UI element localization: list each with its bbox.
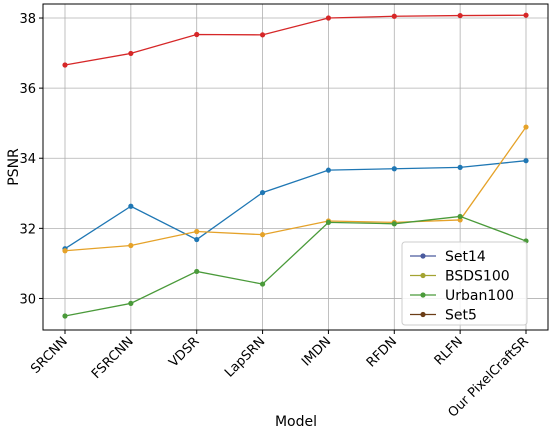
y-tick-label: 32: [19, 222, 36, 237]
y-tick-label: 30: [19, 292, 36, 307]
data-point: [259, 281, 266, 287]
data-point: [259, 32, 266, 38]
series-set5: [62, 12, 529, 68]
y-axis-title: PSNR: [6, 148, 22, 186]
legend-item-urban100: Urban100: [410, 288, 514, 304]
x-tick-label: RLFN: [432, 334, 466, 368]
data-point: [523, 158, 529, 164]
legend-item-set5: Set5: [410, 308, 477, 324]
series-bsds100: [62, 124, 529, 254]
data-point: [259, 232, 266, 238]
legend-marker: [420, 311, 426, 318]
legend-label: Urban100: [445, 288, 514, 304]
x-tick-label: IMDN: [299, 334, 334, 369]
legend-box: [401, 241, 528, 326]
legend-label: Set5: [445, 308, 477, 324]
data-point: [325, 167, 332, 173]
x-tick-label: RFDN: [364, 334, 400, 370]
series-urban100: [62, 213, 529, 319]
y-tick-label: 38: [19, 12, 36, 27]
data-point: [194, 228, 200, 235]
legend: Set14 BSDS100 Urban100 Set5: [401, 241, 528, 326]
data-point: [194, 31, 200, 38]
data-point: [128, 50, 134, 57]
series-layer: [62, 12, 529, 319]
data-point: [62, 62, 68, 68]
x-axis-title: Model: [275, 414, 317, 430]
legend-item-bsds100: BSDS100: [410, 269, 510, 285]
series-set14: [62, 158, 529, 252]
y-tick-label: 34: [19, 152, 36, 167]
data-point: [259, 189, 266, 196]
series-line: [64, 160, 527, 250]
x-tick-label: LapSRN: [222, 334, 268, 380]
data-point: [457, 213, 463, 220]
data-point: [62, 313, 68, 319]
data-point: [391, 13, 397, 19]
y-tick-label: 36: [19, 82, 36, 97]
data-point: [523, 124, 529, 130]
x-tick-label: SRCNN: [28, 334, 71, 377]
data-point: [62, 248, 68, 254]
data-point: [325, 219, 332, 225]
data-point: [391, 166, 397, 172]
y-axis: 30 32 34 36 38: [19, 12, 43, 307]
x-tick-label: FSRCNN: [89, 334, 137, 382]
data-point: [128, 242, 134, 249]
legend-label: BSDS100: [445, 269, 510, 285]
data-point: [128, 203, 134, 209]
series-line: [64, 215, 527, 317]
series-line: [64, 126, 527, 252]
legend-marker: [420, 272, 426, 279]
data-point: [391, 221, 397, 227]
data-point: [325, 15, 332, 21]
series-line: [64, 14, 527, 66]
data-point: [194, 236, 200, 243]
legend-marker: [420, 292, 426, 298]
legend-label: Set14: [445, 249, 486, 265]
data-point: [523, 12, 529, 18]
plot-frame: [42, 3, 549, 331]
data-point: [128, 300, 134, 306]
data-point: [457, 12, 463, 19]
legend-marker: [420, 253, 426, 259]
data-point: [194, 268, 200, 275]
data-point: [457, 164, 463, 170]
legend-item-set14: Set14: [410, 249, 486, 265]
x-tick-label: VDSR: [166, 334, 202, 370]
